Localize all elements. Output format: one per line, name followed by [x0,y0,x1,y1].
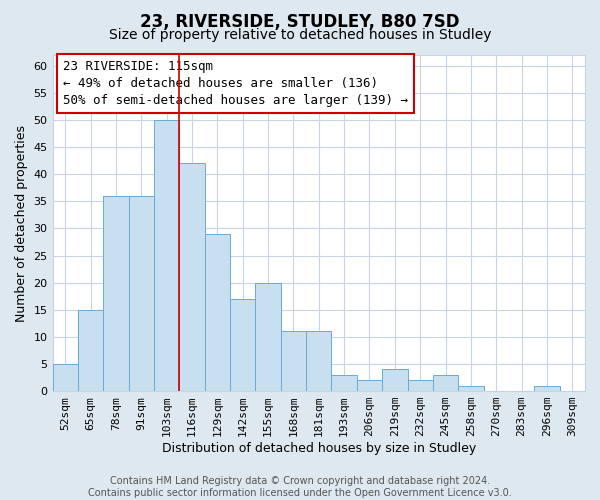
Bar [179,164,205,391]
Bar [281,332,306,391]
Text: Contains HM Land Registry data © Crown copyright and database right 2024.
Contai: Contains HM Land Registry data © Crown c… [88,476,512,498]
Bar [357,380,382,391]
Bar [382,370,407,391]
Bar [154,120,179,391]
Bar [433,375,458,391]
Text: 23 RIVERSIDE: 115sqm
← 49% of detached houses are smaller (136)
50% of semi-deta: 23 RIVERSIDE: 115sqm ← 49% of detached h… [63,60,408,107]
Bar [306,332,331,391]
Bar [407,380,433,391]
Bar [205,234,230,391]
Bar [53,364,78,391]
X-axis label: Distribution of detached houses by size in Studley: Distribution of detached houses by size … [161,442,476,455]
Bar [331,375,357,391]
Text: Size of property relative to detached houses in Studley: Size of property relative to detached ho… [109,28,491,42]
Y-axis label: Number of detached properties: Number of detached properties [15,124,28,322]
Bar [458,386,484,391]
Bar [103,196,128,391]
Bar [128,196,154,391]
Text: 23, RIVERSIDE, STUDLEY, B80 7SD: 23, RIVERSIDE, STUDLEY, B80 7SD [140,12,460,30]
Bar [256,282,281,391]
Bar [230,299,256,391]
Bar [78,310,103,391]
Bar [534,386,560,391]
